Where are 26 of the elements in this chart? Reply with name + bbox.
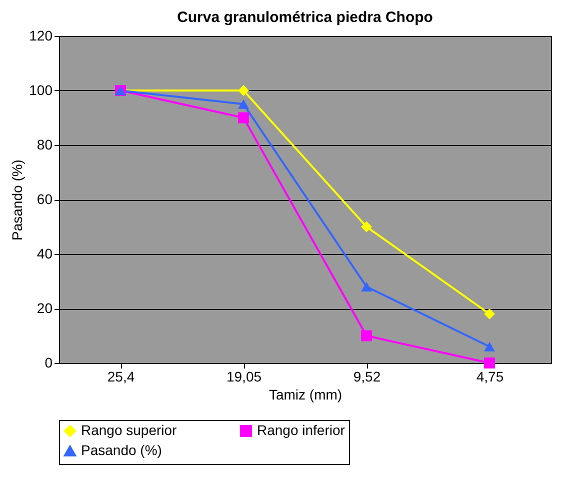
x-tick-label: 4,75 (476, 368, 504, 384)
point (361, 330, 372, 342)
x-tick-label: 19,05 (226, 368, 262, 384)
point (484, 308, 495, 320)
y-axis-title: Pasando (%) (9, 160, 26, 240)
y-tick-label: 0 (44, 354, 53, 370)
legend-label: Rango superior (81, 422, 178, 438)
point (484, 342, 495, 352)
point (238, 85, 249, 96)
x-tick-label: 9,52 (353, 368, 381, 384)
x-axis-title: Tamiz (mm) (268, 386, 342, 402)
legend-label: Pasando (%) (81, 442, 162, 458)
point (361, 282, 372, 292)
y-tick-label: 20 (36, 300, 53, 316)
x-tick-label: 25,4 (107, 368, 135, 384)
point (238, 112, 249, 124)
y-tick-label: 60 (36, 191, 53, 207)
legend-label: Rango inferior (257, 422, 346, 438)
y-tick-label: 80 (36, 136, 53, 152)
y-tick-label: 100 (29, 82, 53, 98)
y-tick-label: 40 (36, 246, 53, 262)
point (361, 221, 372, 232)
y-tick-label: 120 (29, 28, 53, 44)
chart-title: Curva granulométrica piedra Chopo (177, 9, 433, 26)
point (238, 99, 249, 109)
point (484, 358, 495, 368)
